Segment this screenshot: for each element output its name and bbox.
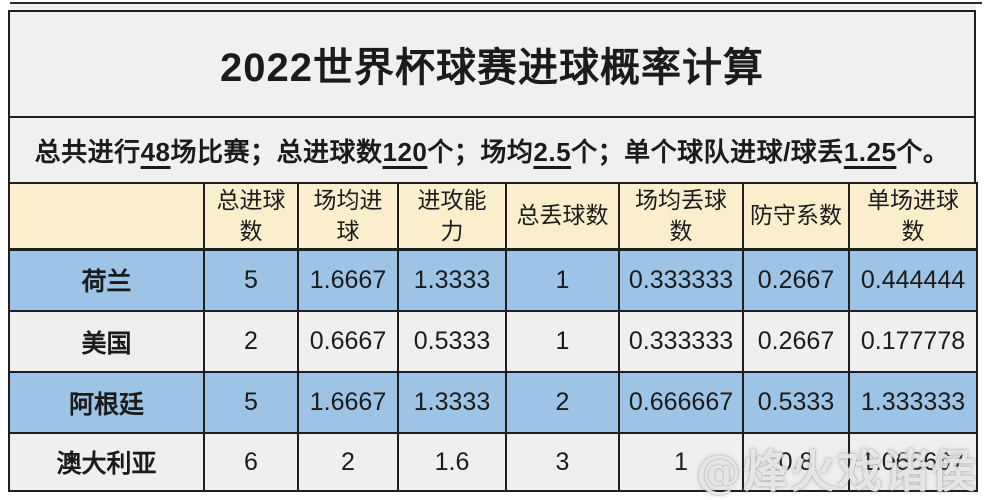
column-header-attack-ability: 进攻能 力	[397, 182, 507, 251]
value-cell: 1.3333	[397, 248, 507, 312]
summary-number: 2.5	[533, 136, 572, 167]
column-header-team	[8, 182, 205, 251]
value-cell: 0.177778	[848, 310, 978, 373]
column-header-total-goals: 总进球 数	[203, 182, 299, 251]
summary-segment: 个；场均	[427, 136, 534, 167]
table-row: 阿根廷 5 1.6667 1.3333 2 0.666667 0.5333 1.…	[8, 371, 978, 434]
team-name-cell: 荷兰	[8, 248, 205, 312]
cropped-row-edge	[10, 2, 982, 4]
page-title: 2022世界杯球赛进球概率计算	[220, 46, 764, 90]
summary-number: 1.25	[843, 136, 897, 167]
value-cell: 2	[203, 310, 299, 373]
team-name-cell: 美国	[8, 310, 205, 373]
value-cell: 0.2667	[742, 248, 850, 312]
value-cell: 1.333333	[848, 371, 978, 434]
value-cell: 0.444444	[848, 248, 978, 312]
summary-segment: 个。	[896, 136, 950, 167]
column-header-total-conceded: 总丢球数	[505, 182, 620, 251]
cropped-row-fill	[10, 4, 976, 10]
value-cell: 1.066667	[848, 432, 978, 492]
value-cell: 1.6667	[297, 371, 399, 434]
sheet: 2022世界杯球赛进球概率计算 总共进行48场比赛；总进球数120个；场均2.5…	[8, 10, 978, 492]
value-cell: 1.6	[397, 432, 507, 492]
value-cell: 0.666667	[618, 371, 744, 434]
team-name-cell: 阿根廷	[8, 371, 205, 434]
summary-number: 48	[140, 136, 171, 167]
value-cell: 6	[203, 432, 299, 492]
value-cell: 0.2667	[742, 310, 850, 373]
value-cell: 0.5333	[742, 371, 850, 434]
value-cell: 5	[203, 248, 299, 312]
value-cell: 1.6667	[297, 248, 399, 312]
stats-table: 总进球 数 场均进 球 进攻能 力 总丢球数 场均丢球 数 防守系数 单场进球 …	[8, 182, 978, 492]
value-cell: 1.3333	[397, 371, 507, 434]
value-cell: 5	[203, 371, 299, 434]
team-name-cell: 澳大利亚	[8, 432, 205, 492]
table-row: 澳大利亚 6 2 1.6 3 1 0.8 1.066667	[8, 432, 978, 492]
value-cell: 0.6667	[297, 310, 399, 373]
summary-box: 总共进行48场比赛；总进球数120个；场均2.5个；单个球队进球/球丢1.25个…	[8, 118, 976, 182]
summary-segment: 场比赛；总进球数	[170, 136, 383, 167]
title-box: 2022世界杯球赛进球概率计算	[8, 10, 976, 118]
summary-segment: 总共进行	[34, 136, 141, 167]
value-cell: 1	[505, 310, 620, 373]
summary-number: 120	[382, 136, 428, 167]
value-cell: 0.333333	[618, 248, 744, 312]
table-row: 荷兰 5 1.6667 1.3333 1 0.333333 0.2667 0.4…	[8, 248, 978, 312]
column-header-goals-single-match: 单场进球 数	[848, 182, 978, 251]
column-header-goals-per-match: 场均进 球	[297, 182, 399, 251]
summary-segment: 个；单个球队进球/球丢	[571, 136, 844, 167]
value-cell: 2	[505, 371, 620, 434]
table-row: 美国 2 0.6667 0.5333 1 0.333333 0.2667 0.1…	[8, 310, 978, 373]
summary-text: 总共进行48场比赛；总进球数120个；场均2.5个；单个球队进球/球丢1.25个…	[35, 132, 950, 169]
value-cell: 1	[505, 248, 620, 312]
value-cell: 0.8	[742, 432, 850, 492]
column-header-conceded-per-match: 场均丢球 数	[618, 182, 744, 251]
column-header-defense-coefficient: 防守系数	[742, 182, 850, 251]
value-cell: 0.5333	[397, 310, 507, 373]
value-cell: 2	[297, 432, 399, 492]
value-cell: 3	[505, 432, 620, 492]
value-cell: 0.333333	[618, 310, 744, 373]
header-row: 总进球 数 场均进 球 进攻能 力 总丢球数 场均丢球 数 防守系数 单场进球 …	[8, 182, 978, 251]
value-cell: 1	[618, 432, 744, 492]
